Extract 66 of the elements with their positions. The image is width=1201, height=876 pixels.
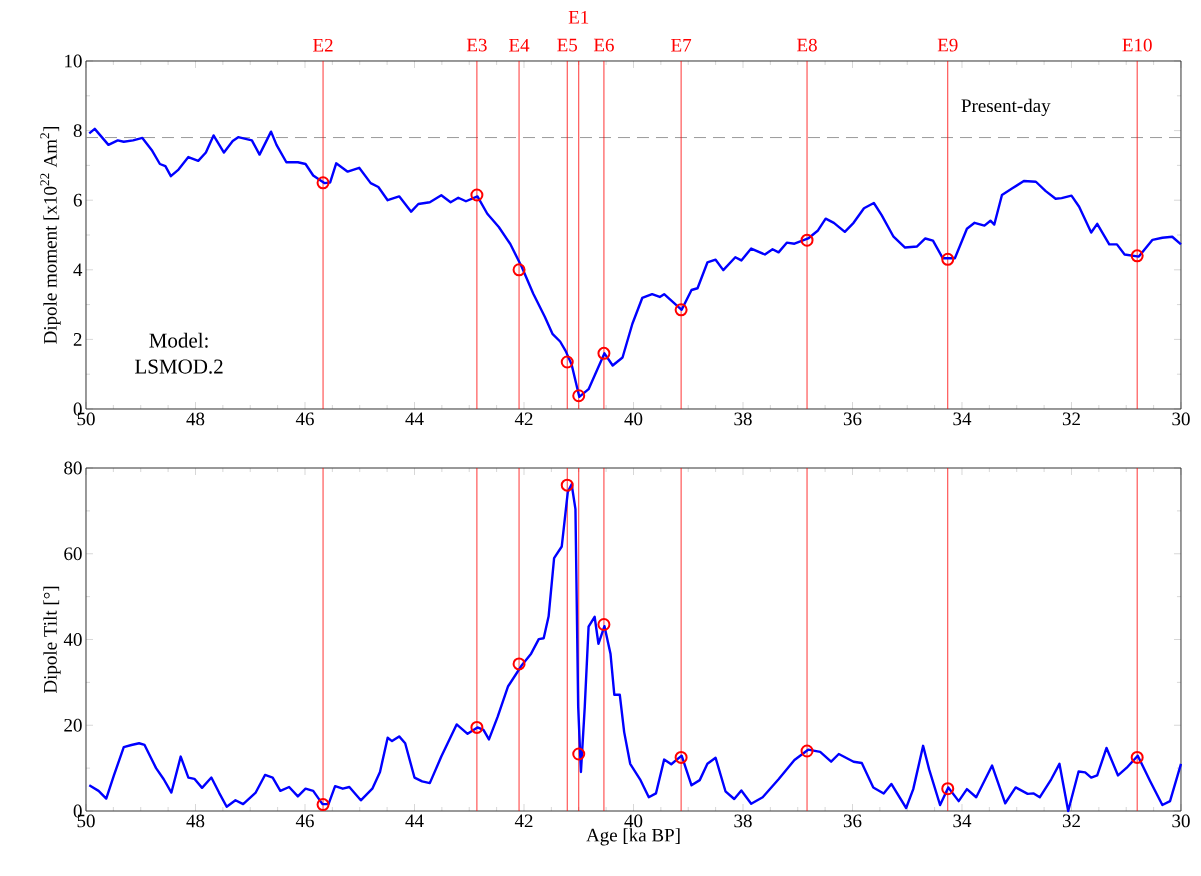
x-tick-label: 32 bbox=[1062, 412, 1080, 426]
ref-line-label: E3 bbox=[466, 38, 487, 52]
x-tick-label: 44 bbox=[405, 412, 424, 426]
y-tick-label: 60 bbox=[64, 547, 82, 561]
point bbox=[800, 744, 814, 758]
point bbox=[572, 747, 586, 761]
x-tick-label: 32 bbox=[1062, 814, 1080, 828]
x-tick-label: 48 bbox=[186, 814, 205, 828]
y-tick-label: 80 bbox=[64, 461, 82, 475]
point bbox=[560, 478, 574, 492]
line-series bbox=[88, 483, 1183, 813]
x-tick-label: 36 bbox=[843, 412, 862, 426]
annotation: Model: LSMOD.2 bbox=[135, 332, 223, 374]
x-tick-label: 30 bbox=[1172, 412, 1190, 426]
ref-line-label: E9 bbox=[937, 38, 958, 52]
ref-line-label: E5 bbox=[557, 38, 578, 52]
point bbox=[674, 303, 688, 317]
y-axis-title: Dipole moment [x10$^{22}$ Am$^{2}$] bbox=[40, 126, 61, 344]
y-tick-label: 20 bbox=[64, 718, 82, 732]
point bbox=[597, 618, 611, 631]
ref-line-label: Present-day bbox=[961, 98, 1051, 117]
point bbox=[560, 355, 574, 369]
ref-line-label: E10 bbox=[1122, 38, 1152, 52]
x-tick-label: 34 bbox=[953, 412, 972, 426]
x-tick-label: 44 bbox=[405, 814, 424, 828]
point bbox=[941, 252, 955, 266]
point bbox=[572, 389, 586, 403]
x-tick-label: 34 bbox=[953, 814, 972, 828]
y-tick-label: 6 bbox=[73, 193, 82, 207]
x-tick-label: 46 bbox=[295, 814, 314, 828]
point bbox=[470, 188, 484, 202]
y-tick-label: 4 bbox=[73, 263, 83, 277]
point bbox=[512, 657, 526, 671]
ref-line-label: E8 bbox=[797, 38, 817, 52]
x-tick-label: 30 bbox=[1172, 814, 1190, 828]
point bbox=[941, 782, 955, 796]
y-tick-label: 40 bbox=[63, 633, 82, 646]
point bbox=[674, 750, 688, 764]
y-tick-label: 2 bbox=[73, 333, 82, 346]
point bbox=[800, 233, 814, 247]
x-tick-label: 40 bbox=[624, 412, 643, 426]
ref-line-label: E2 bbox=[313, 38, 333, 52]
x-tick-label: 38 bbox=[734, 814, 752, 828]
y-tick-label: 8 bbox=[73, 124, 82, 137]
line-series bbox=[88, 127, 1183, 399]
point bbox=[1130, 750, 1144, 764]
x-tick-label: 46 bbox=[295, 412, 314, 426]
x-axis-title: Age [ka BP] bbox=[586, 828, 680, 846]
point bbox=[597, 346, 611, 360]
x-tick-label: 42 bbox=[514, 814, 533, 828]
point bbox=[470, 720, 484, 734]
y-axis-title: Dipole Tilt [°] bbox=[43, 586, 61, 694]
ref-line-label: E4 bbox=[509, 38, 530, 52]
x-tick-label: 42 bbox=[514, 412, 533, 426]
point bbox=[316, 176, 330, 190]
x-tick-label: 38 bbox=[734, 412, 752, 426]
point bbox=[1130, 249, 1144, 263]
y-tick-label: 10 bbox=[65, 54, 82, 68]
point bbox=[512, 263, 526, 277]
x-tick-label: 40 bbox=[624, 814, 643, 828]
ref-line-label: E6 bbox=[593, 38, 614, 52]
x-tick-label: 36 bbox=[843, 814, 862, 828]
ref-line-label: E1 bbox=[568, 10, 589, 24]
point bbox=[316, 798, 330, 812]
ref-line-label: E7 bbox=[671, 39, 692, 52]
x-tick-label: 48 bbox=[186, 412, 205, 426]
